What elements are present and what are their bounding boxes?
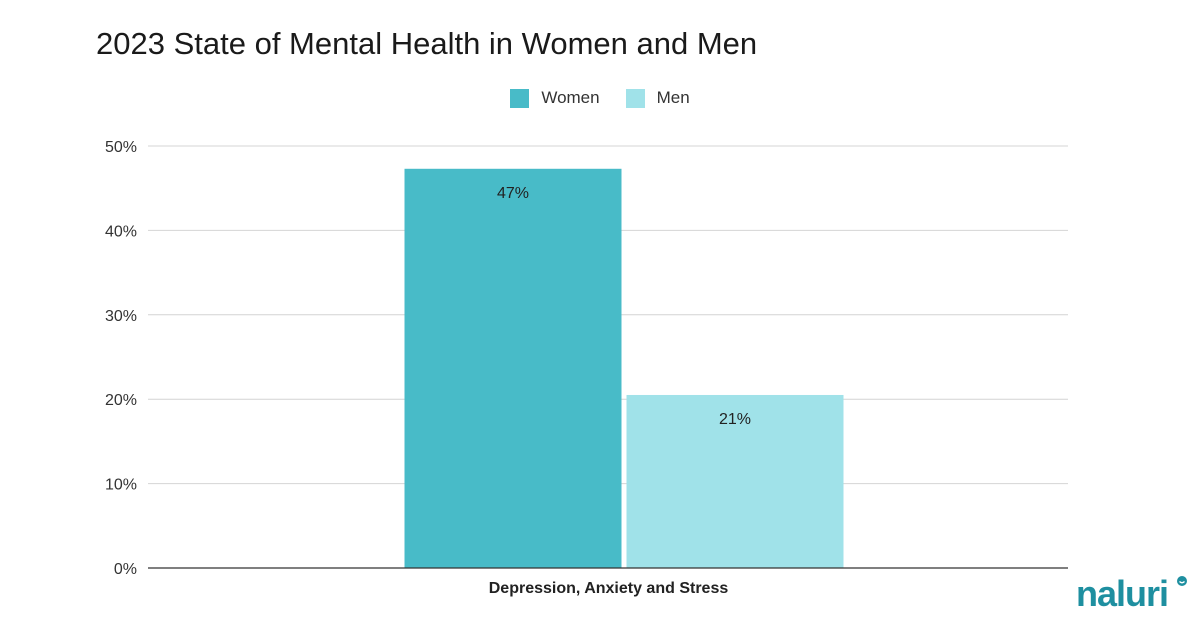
y-tick-label: 50% <box>105 139 137 156</box>
data-label-women: 47% <box>497 185 529 202</box>
legend-label-women: Women <box>541 88 600 107</box>
y-tick-label: 0% <box>114 561 137 578</box>
bar-women <box>404 168 622 568</box>
x-category-label: Depression, Anxiety and Stress <box>488 580 729 597</box>
legend-swatch-women <box>510 88 530 108</box>
legend-item-women: Women <box>510 88 600 108</box>
logo-wordmark: naluri <box>1076 573 1168 612</box>
y-tick-label: 30% <box>105 308 137 325</box>
logo-dot-icon <box>1177 576 1187 586</box>
legend-label-men: Men <box>656 88 690 107</box>
bar-men <box>626 394 844 568</box>
data-label-men: 21% <box>719 411 751 428</box>
y-tick-label: 20% <box>105 392 137 409</box>
y-tick-label: 10% <box>105 477 137 494</box>
chart-title: 2023 State of Mental Health in Women and… <box>96 26 758 61</box>
legend-item-men: Men <box>625 88 690 108</box>
legend: Women Men <box>0 88 1200 108</box>
y-tick-label: 40% <box>105 223 137 240</box>
legend-swatch-men <box>625 88 645 108</box>
naluri-logo: naluri <box>1076 572 1188 617</box>
